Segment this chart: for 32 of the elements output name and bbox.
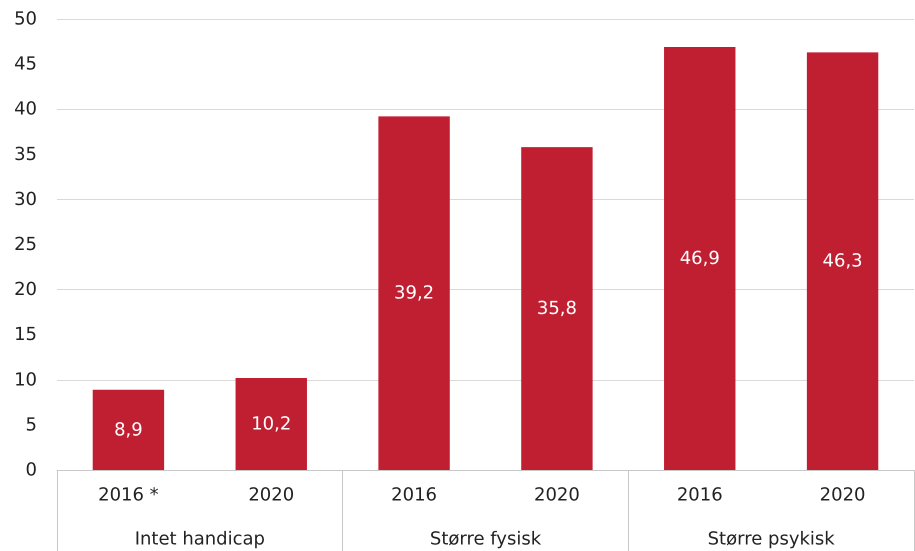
- y-tick-label: 30: [14, 188, 37, 210]
- x-tick-label: 2016: [391, 484, 437, 506]
- y-tick-label: 5: [26, 414, 37, 436]
- bar: [806, 52, 878, 470]
- x-tick-label: 2016 *: [98, 484, 159, 506]
- y-tick-label: 15: [14, 324, 37, 346]
- y-tick-label: 20: [14, 279, 37, 300]
- text: Intet handicap: [134, 528, 265, 550]
- data-label: 39,2: [394, 282, 434, 304]
- y-tick-label: 35: [14, 144, 37, 165]
- y-tick-label: 10: [14, 369, 37, 390]
- data-label: 8,9: [114, 419, 143, 440]
- bar: [92, 390, 164, 470]
- y-tick-label: 45: [14, 54, 37, 75]
- text: Større psykisk: [708, 528, 836, 550]
- bar: [664, 46, 736, 470]
- data-label: 46,3: [822, 250, 863, 272]
- x-tick-label: 2020: [248, 484, 294, 506]
- bar: [378, 116, 450, 470]
- bar: [236, 378, 307, 470]
- x-tick-label: 2020: [820, 484, 866, 506]
- y-tick-label: 25: [14, 234, 37, 255]
- x-tick-label: 2020: [534, 484, 580, 506]
- text: Større fysisk: [430, 528, 542, 550]
- y-tick-label: 0: [26, 460, 37, 480]
- y-tick-label: 50: [14, 8, 37, 30]
- x-tick-label: 2016: [676, 484, 723, 506]
- y-tick-label: 40: [14, 98, 37, 120]
- data-label: 35,8: [536, 298, 577, 320]
- data-label: 10,2: [251, 414, 292, 434]
- data-label: 46,9: [680, 248, 720, 269]
- bar: [521, 147, 593, 470]
